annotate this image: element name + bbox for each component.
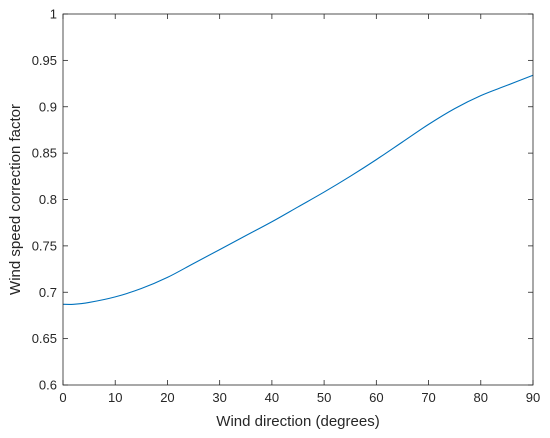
x-tick-label: 20: [160, 390, 174, 405]
x-tick-label: 80: [474, 390, 488, 405]
x-tick-label: 40: [265, 390, 279, 405]
y-tick-label: 0.8: [39, 192, 57, 207]
x-tick-label: 50: [317, 390, 331, 405]
y-tick-label: 0.9: [39, 99, 57, 114]
y-axis-tick-labels: 0.6 0.65 0.7 0.75 0.8 0.85 0.9 0.95 1: [32, 7, 57, 393]
series-line-0: [62, 74, 534, 305]
y-axis-ticks: [63, 13, 533, 386]
y-tick-label: 0.75: [32, 238, 57, 253]
y-axis-label: Wind speed correction factor: [7, 104, 24, 295]
x-tick-label: 10: [108, 390, 122, 405]
x-axis-ticks: [62, 14, 534, 385]
x-axis-tick-labels: 0 10 20 30 40 50 60 70 80 90: [59, 390, 540, 405]
x-tick-label: 0: [59, 390, 66, 405]
series-layer: [62, 74, 534, 305]
plot-area: [63, 14, 533, 385]
y-tick-label: 0.7: [39, 285, 57, 300]
x-tick-label: 60: [369, 390, 383, 405]
y-tick-label: 1: [50, 7, 57, 22]
x-tick-label: 90: [526, 390, 540, 405]
x-tick-label: 70: [421, 390, 435, 405]
y-tick-label: 0.65: [32, 331, 57, 346]
y-tick-label: 0.6: [39, 378, 57, 393]
x-tick-label: 30: [212, 390, 226, 405]
y-tick-label: 0.85: [32, 146, 57, 161]
y-tick-label: 0.95: [32, 53, 57, 68]
x-axis-label: Wind direction (degrees): [216, 413, 379, 430]
